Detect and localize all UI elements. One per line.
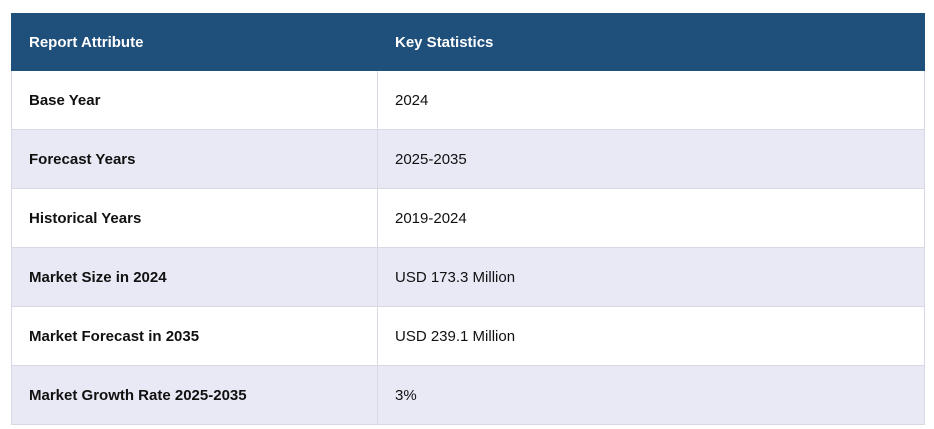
- table-row: Forecast Years 2025-2035: [11, 129, 925, 189]
- table-body: Base Year 2024 Forecast Years 2025-2035 Hist…: [11, 70, 925, 425]
- attribute-cell: Market Forecast in 2035: [11, 306, 378, 366]
- table-row: Historical Years 2019-2024: [11, 188, 925, 248]
- table-row: Market Growth Rate 2025-2035 3%: [11, 365, 925, 425]
- value-cell: 3%: [377, 365, 925, 425]
- table-row: Base Year 2024: [11, 70, 925, 130]
- report-table: Report Attribute Key Statistics Base Yea…: [11, 13, 925, 425]
- table-row: Market Size in 2024 USD 173.3 Million: [11, 247, 925, 307]
- attribute-cell: Base Year: [11, 70, 378, 130]
- value-cell: USD 239.1 Million: [377, 306, 925, 366]
- header-row: Report Attribute Key Statistics: [11, 13, 925, 71]
- value-cell: USD 173.3 Million: [377, 247, 925, 307]
- header-cell: Key Statistics: [377, 13, 925, 71]
- value-cell: 2024: [377, 70, 925, 130]
- attribute-cell: Market Growth Rate 2025-2035: [11, 365, 378, 425]
- attribute-cell: Forecast Years: [11, 129, 378, 189]
- header-cell: Report Attribute: [11, 13, 378, 71]
- value-cell: 2025-2035: [377, 129, 925, 189]
- value-cell: 2019-2024: [377, 188, 925, 248]
- attribute-cell: Historical Years: [11, 188, 378, 248]
- attribute-cell: Market Size in 2024: [11, 247, 378, 307]
- table-row: Market Forecast in 2035 USD 239.1 Million: [11, 306, 925, 366]
